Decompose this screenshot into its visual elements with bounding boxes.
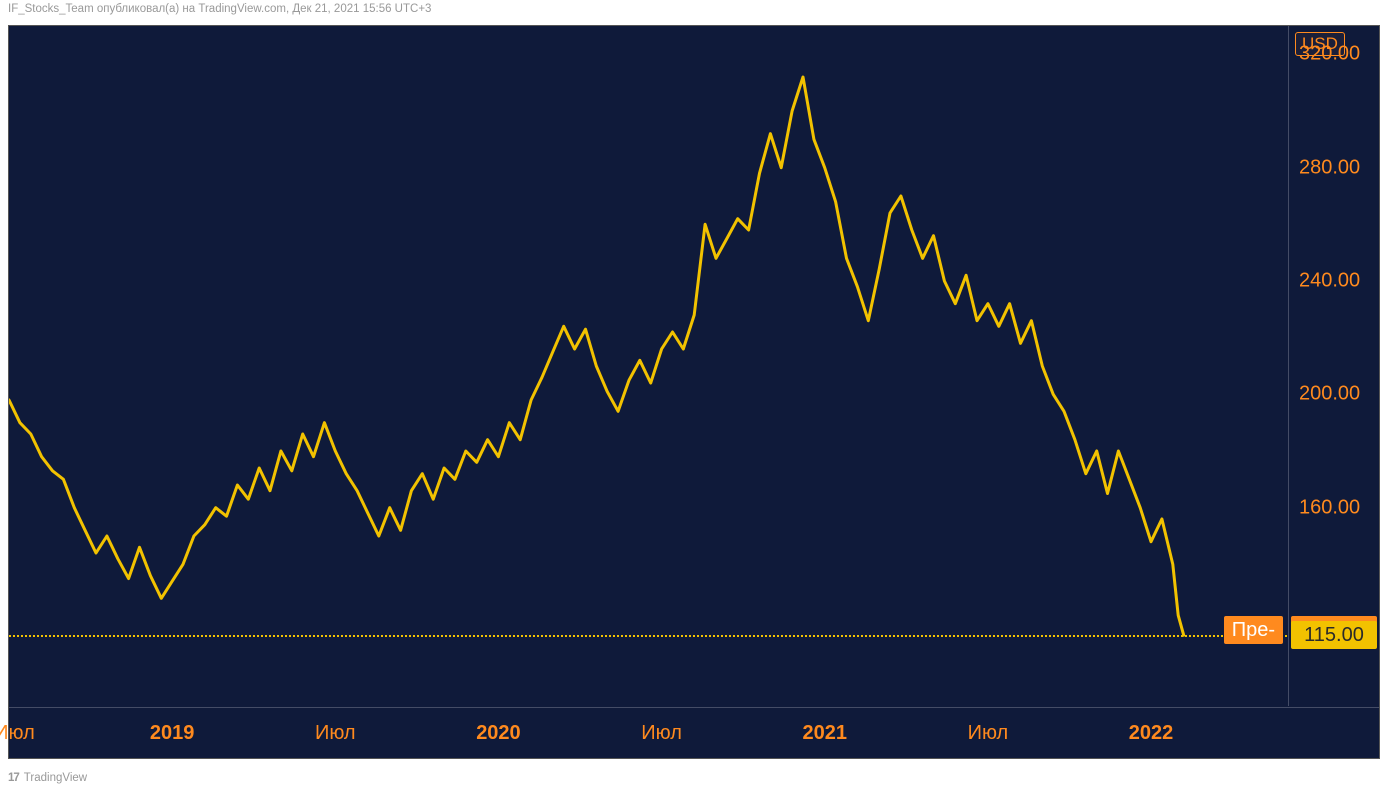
y-axis-tick: 240.00 [1299, 270, 1360, 293]
y-axis-tick: 280.00 [1299, 156, 1360, 179]
chart-container[interactable]: Пре- USD 320.00280.00240.00200.00160.00 … [8, 25, 1380, 759]
publish-header: IF_Stocks_Team опубликовал(а) на Trading… [0, 0, 1386, 23]
tradingview-label: TradingView [24, 772, 87, 784]
x-axis: Июл2019Июл2020Июл2021Июл2022 [9, 707, 1379, 758]
last-price-dotted-line [9, 635, 1287, 637]
plot-area[interactable]: Пре- [9, 26, 1287, 706]
header-text: IF_Stocks_Team опубликовал(а) на Trading… [8, 3, 431, 15]
pre-market-badge: Пре- [1224, 616, 1283, 644]
last-price-badge: 115.00 [1291, 621, 1377, 649]
tradingview-logo-icon: 17 [8, 772, 19, 784]
x-axis-tick: Июл [0, 722, 35, 745]
last-price-value: 115.00 [1304, 624, 1364, 646]
x-axis-tick: 2022 [1129, 722, 1174, 745]
y-axis-tick: 200.00 [1299, 383, 1360, 406]
x-axis-tick: Июл [968, 722, 1009, 745]
x-axis-tick: Июл [641, 722, 682, 745]
price-line-svg [9, 26, 1287, 706]
watermark-footer: 17 TradingView [8, 772, 87, 784]
y-axis: USD 320.00280.00240.00200.00160.00 116.8… [1288, 26, 1379, 706]
x-axis-tick: 2020 [476, 722, 521, 745]
x-axis-tick: Июл [315, 722, 356, 745]
pre-market-label: Пре- [1232, 619, 1275, 641]
x-axis-tick: 2021 [802, 722, 847, 745]
y-axis-tick: 160.00 [1299, 496, 1360, 519]
x-axis-tick: 2019 [150, 722, 195, 745]
y-axis-tick: 320.00 [1299, 43, 1360, 66]
